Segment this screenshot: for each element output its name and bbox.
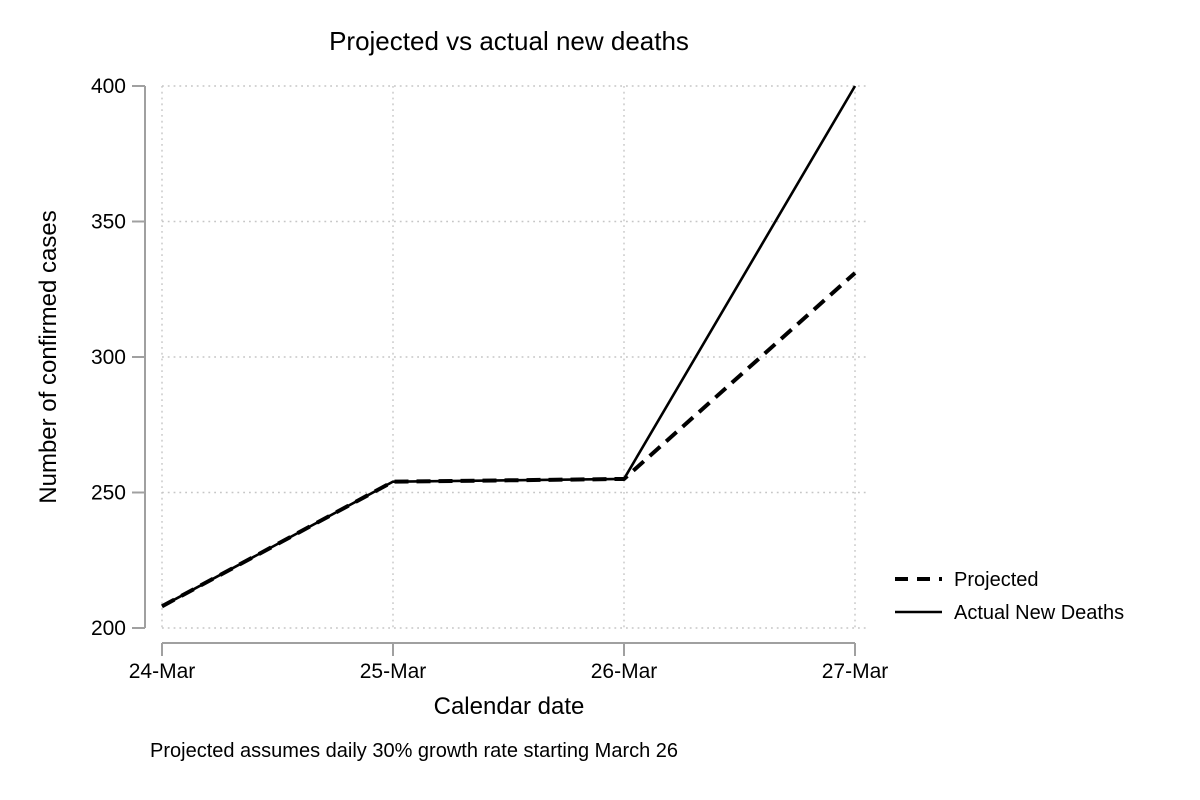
y-tick-label: 300 (91, 346, 126, 369)
series-line-actual-new-deaths (161, 85, 857, 608)
axes (132, 85, 856, 656)
y-tick-label: 350 (91, 211, 126, 234)
data-series (161, 85, 857, 609)
y-tick-label: 400 (91, 75, 126, 98)
chart-title: Projected vs actual new deaths (329, 26, 689, 56)
x-axis-title: Calendar date (434, 693, 585, 720)
y-tick-label: 250 (91, 482, 126, 505)
legend-label-projected: Projected (954, 569, 1039, 591)
x-tick-label: 26-Mar (591, 660, 658, 683)
gridlines (161, 85, 868, 630)
x-tick-label: 25-Mar (360, 660, 427, 683)
y-tick-label: 200 (91, 617, 126, 640)
series-line-projected (161, 271, 857, 609)
legend-label-actual: Actual New Deaths (954, 602, 1124, 624)
x-tick-label: 24-Mar (129, 660, 196, 683)
x-tick-label: 27-Mar (822, 660, 889, 683)
tick-labels: 200 250 300 350 400 24-Mar 25-Mar 26-Mar 27-Mar (91, 75, 888, 683)
y-axis-title: Number of confirmed cases (35, 210, 62, 503)
legend: Projected Actual New Deaths (895, 569, 1124, 624)
chart-footnote: Projected assumes daily 30% growth rate … (150, 740, 678, 762)
